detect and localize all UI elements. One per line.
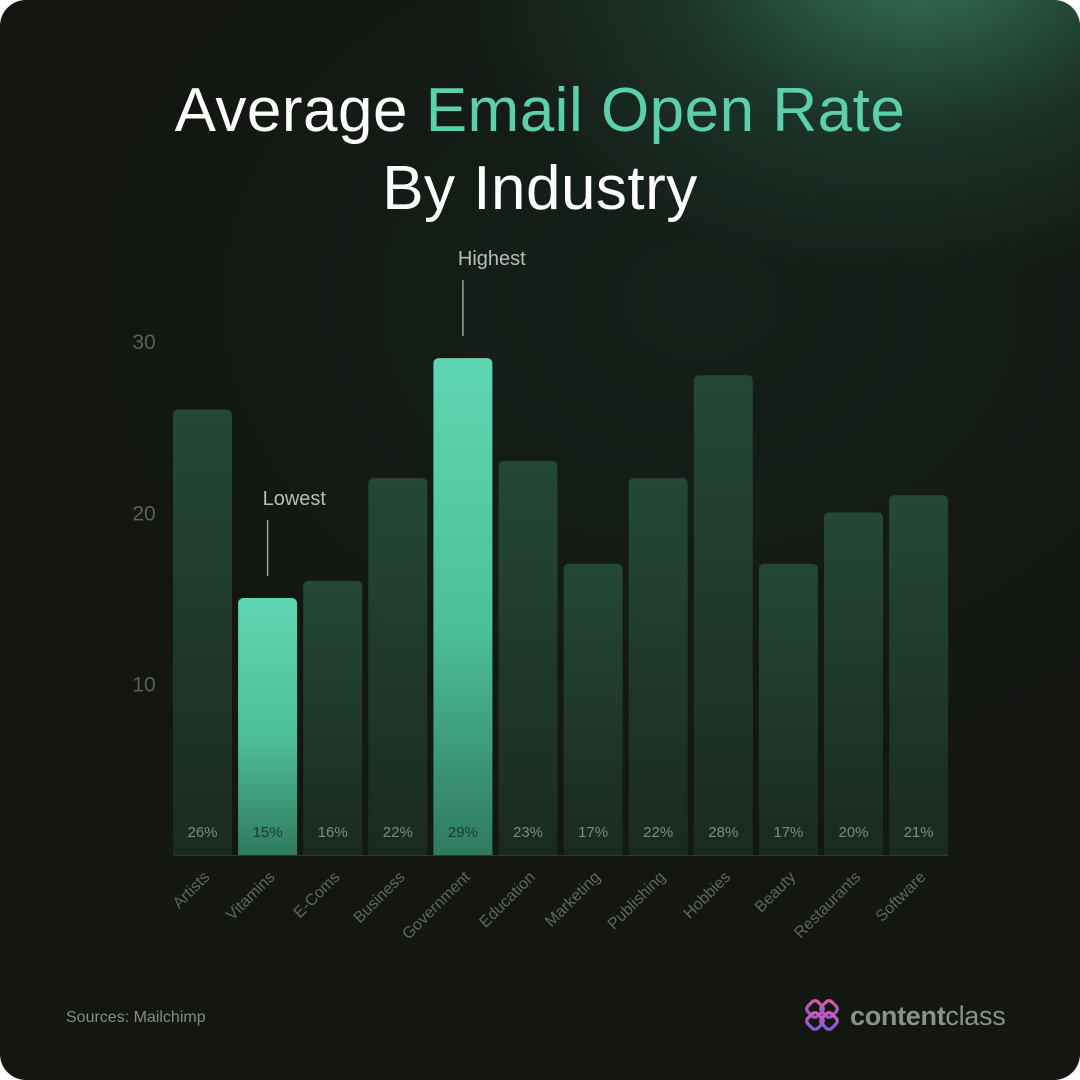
title-accent: Email Open Rate: [425, 76, 906, 145]
bar-e-coms: [303, 580, 363, 855]
contentclass-logo-icon: [805, 999, 839, 1031]
bar-artists: [173, 409, 232, 855]
bar-value-label: 20%: [838, 824, 868, 841]
y-tick-label: 20: [132, 502, 155, 525]
title-part-1: Average: [174, 76, 426, 145]
annotation-label: Lowest: [263, 488, 327, 510]
bar-beauty: [758, 563, 818, 855]
x-tick-label: E-Coms: [291, 869, 344, 922]
x-tick-label: Artists: [170, 869, 213, 912]
annotations: Lowest Highest: [263, 248, 526, 576]
bar-value-label: 21%: [904, 824, 934, 841]
y-axis: 10 20 30: [132, 331, 155, 697]
bar-value-label: 22%: [643, 824, 673, 841]
bar-value-label: 23%: [513, 824, 543, 841]
bar-education: [498, 460, 558, 855]
bar-value-label: 28%: [708, 824, 738, 841]
bar-value-label: 22%: [383, 824, 413, 841]
x-tick-label: Government: [399, 868, 474, 943]
brand-name-regular: class: [945, 1000, 1006, 1031]
y-tick-label: 10: [132, 674, 155, 697]
bar-government: [433, 358, 493, 855]
x-tick-label: Marketing: [542, 869, 604, 931]
bar-value-label: 17%: [773, 824, 803, 841]
bar-vitamins: [238, 598, 298, 855]
title-line-2: By Industry: [382, 154, 698, 223]
bar-publishing: [628, 478, 688, 855]
x-tick-label: Education: [476, 869, 538, 931]
annotation-label: Highest: [458, 248, 526, 270]
bar-hobbies: [693, 375, 753, 855]
brand-name-bold: content: [850, 1000, 946, 1031]
x-tick-label: Restaurants: [791, 869, 864, 942]
x-tick-label: Publishing: [605, 869, 669, 933]
x-tick-label: Business: [351, 869, 409, 927]
brand-name: contentclass: [850, 1000, 1006, 1032]
bar-value-label: 29%: [448, 824, 478, 841]
bar-value-label: 17%: [578, 824, 608, 841]
bar-restaurants: [824, 512, 883, 855]
bar-value-label: 16%: [318, 824, 348, 841]
bars: 26% 15% 16% 22% 29% 23% 17% 22% 28% 17% 20% 21%: [173, 358, 949, 855]
x-tick-label: Hobbies: [681, 869, 735, 923]
bar-marketing: [563, 563, 623, 855]
bar-value-label: 26%: [187, 824, 217, 841]
x-tick-label: Software: [873, 869, 930, 926]
bar-value-label: 15%: [253, 824, 283, 841]
chart-title: Average Email Open Rate By Industry: [0, 72, 1080, 228]
bar-software: [889, 495, 949, 855]
x-tick-label: Beauty: [752, 869, 799, 916]
title-line-1: Average Email Open Rate: [0, 72, 1080, 150]
sources-note: Sources: Mailchimp: [66, 1009, 206, 1026]
brand-logo: contentclass: [804, 998, 1006, 1034]
y-tick-label: 30: [132, 331, 155, 354]
bar-business: [368, 478, 428, 855]
x-tick-label: Vitamins: [223, 869, 278, 924]
